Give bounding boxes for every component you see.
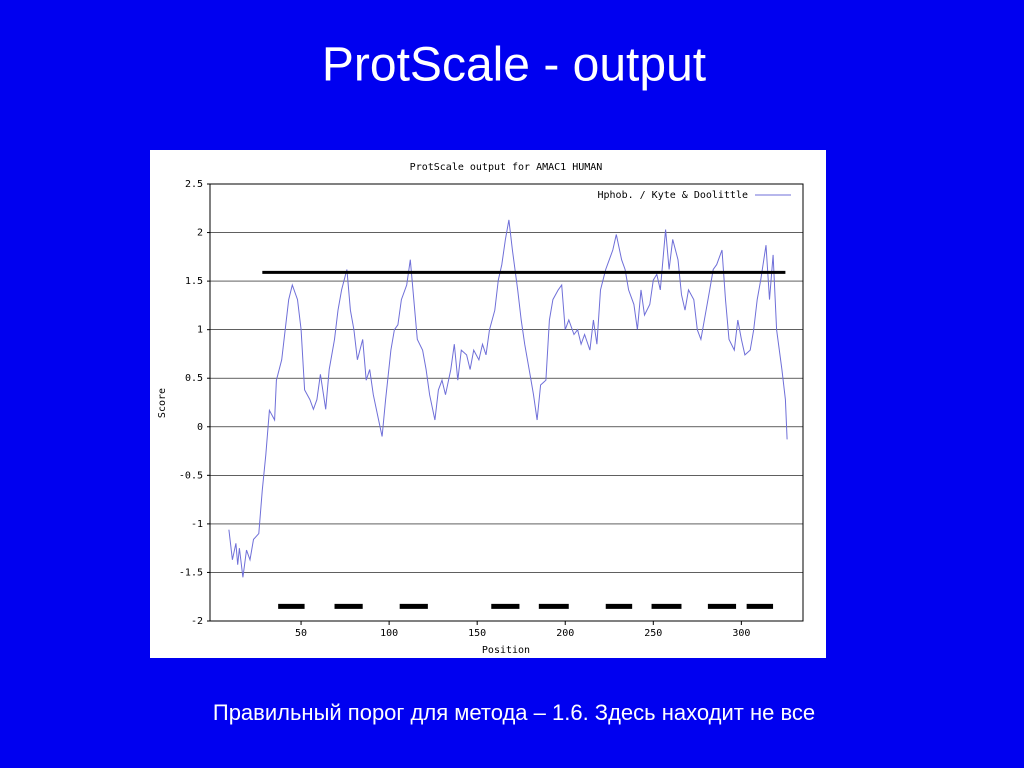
data-line xyxy=(228,219,788,578)
chart-frame xyxy=(150,150,826,658)
y-tick-label: 0.5 xyxy=(185,373,203,384)
x-axis-label: Position xyxy=(482,645,530,656)
y-tick-label: -2 xyxy=(191,616,203,627)
caption: Правильный порог для метода – 1.6. Здесь… xyxy=(213,700,815,725)
y-tick-label: -1.5 xyxy=(179,567,203,578)
y-tick-label: 2 xyxy=(197,228,203,239)
x-tick-label: 250 xyxy=(644,628,662,639)
x-tick-label: 200 xyxy=(556,628,574,639)
y-tick-label: -0.5 xyxy=(179,470,203,481)
y-tick-label: 1.5 xyxy=(185,276,203,287)
x-tick-label: 300 xyxy=(732,628,750,639)
y-tick-label: 1 xyxy=(197,325,203,336)
y-axis-label: Score xyxy=(157,388,168,418)
x-tick-label: 50 xyxy=(295,628,307,639)
chart-title: ProtScale output for AMAC1 HUMAN xyxy=(410,162,603,173)
y-tick-label: 0 xyxy=(197,422,203,433)
x-tick-label: 100 xyxy=(380,628,398,639)
legend-label: Hphob. / Kyte & Doolittle xyxy=(597,190,748,201)
y-tick-label: -1 xyxy=(191,519,203,530)
y-tick-label: 2.5 xyxy=(185,179,203,190)
x-tick-label: 150 xyxy=(468,628,486,639)
slide-title: ProtScale - output xyxy=(322,39,706,92)
